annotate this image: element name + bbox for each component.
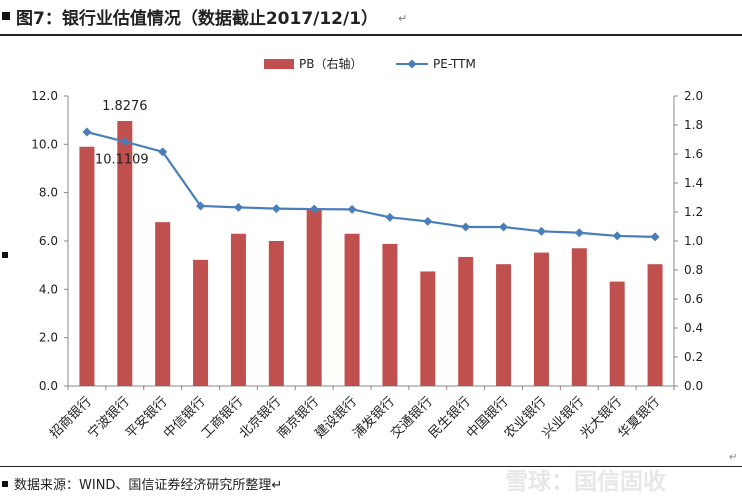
pe-ttm-point bbox=[536, 226, 546, 236]
pb-bar bbox=[533, 252, 549, 386]
pe-ttm-point bbox=[309, 204, 319, 214]
source-note: 数据来源：WIND、国信证券经济研究所整理↵ bbox=[14, 478, 283, 493]
pb-bar bbox=[571, 248, 587, 386]
legend-pb-swatch bbox=[264, 59, 294, 69]
bank-valuation-chart: 0.0 2.0 4.0 6.0 8.0 10.0 12.0 0.0 0.2 0.4 0.6 0.8 1.… bbox=[31, 56, 703, 442]
right-axis-tick-label: 1.2 bbox=[684, 205, 703, 219]
pe-ttm-point bbox=[196, 201, 206, 211]
corner-return-mark-icon: ↵ bbox=[729, 452, 738, 463]
pb-bar bbox=[268, 241, 284, 386]
pe-ttm-point bbox=[120, 137, 130, 147]
pb-bar bbox=[79, 146, 95, 386]
pe-ttm-point bbox=[650, 232, 660, 242]
watermark: 雪球：国信固收 bbox=[505, 469, 666, 495]
pb-bar bbox=[230, 233, 246, 386]
left-axis-tick-label: 6.0 bbox=[39, 234, 58, 248]
pb-bar bbox=[496, 264, 512, 386]
pb-bar bbox=[117, 120, 133, 387]
title-divider bbox=[0, 34, 742, 36]
footer-divider bbox=[0, 466, 742, 467]
pb-bar bbox=[193, 259, 209, 386]
legend-pe-ttm-marker bbox=[407, 59, 417, 69]
pe-ttm-point bbox=[233, 202, 243, 212]
left-axis-tick-label: 8.0 bbox=[39, 186, 58, 200]
pe-ttm-point bbox=[82, 127, 92, 137]
figure-title: 图7：银行业估值情况（数据截止2017/12/1） bbox=[16, 9, 379, 29]
pb-bar bbox=[382, 243, 398, 386]
right-axis-tick-label: 0.0 bbox=[684, 379, 703, 393]
pe-ttm-point bbox=[271, 204, 281, 214]
pb-bar bbox=[306, 209, 322, 386]
left-axis-tick-label: 2.0 bbox=[39, 331, 58, 345]
pe-ttm-point bbox=[158, 147, 168, 157]
pb-data-label: 1.8276 bbox=[102, 99, 148, 114]
pb-bar bbox=[609, 281, 625, 386]
pe-ttm-point bbox=[423, 216, 433, 226]
left-axis-tick-label: 0.0 bbox=[39, 379, 58, 393]
category-label: 华夏银行 bbox=[616, 394, 663, 441]
left-axis-tick-label: 10.0 bbox=[31, 137, 58, 151]
left-axis-tick-label: 12.0 bbox=[31, 89, 58, 103]
right-axis-tick-label: 1.0 bbox=[684, 234, 703, 248]
right-axis-tick-label: 0.2 bbox=[684, 350, 703, 364]
figure-title-bar: 图7：银行业估值情况（数据截止2017/12/1） ↵ bbox=[0, 0, 742, 36]
pe-ttm-point bbox=[574, 228, 584, 238]
title-bullet-icon bbox=[2, 12, 10, 20]
pe-ttm-line bbox=[86, 130, 656, 238]
legend-pe-ttm-label: PE-TTM bbox=[433, 57, 476, 71]
right-axis-tick-label: 1.4 bbox=[684, 176, 703, 190]
right-axis-tick-label: 2.0 bbox=[684, 89, 703, 103]
legend-pb-label: PB（右轴） bbox=[299, 56, 362, 71]
pb-bar bbox=[155, 222, 171, 386]
right-axis-tick-label: 0.6 bbox=[684, 292, 703, 306]
footer-bullet-icon bbox=[2, 481, 8, 487]
return-mark-icon: ↵ bbox=[398, 12, 408, 25]
pe-ttm-point bbox=[347, 204, 357, 214]
pb-bar bbox=[647, 264, 663, 386]
pb-bar bbox=[344, 233, 360, 386]
side-bullet-icon bbox=[2, 252, 8, 258]
pe-ttm-point bbox=[461, 222, 471, 232]
pb-bar bbox=[420, 271, 436, 386]
pe-ttm-point bbox=[612, 231, 622, 241]
pe-ttm-point bbox=[499, 222, 509, 232]
right-axis-tick-label: 1.8 bbox=[684, 118, 703, 132]
pe-ttm-point bbox=[385, 212, 395, 222]
right-axis-tick-label: 1.6 bbox=[684, 147, 703, 161]
pe-ttm-data-label: 10.1109 bbox=[95, 153, 149, 168]
right-axis-tick-label: 0.4 bbox=[684, 321, 703, 335]
left-axis-tick-label: 4.0 bbox=[39, 282, 58, 296]
pb-bar bbox=[458, 256, 474, 386]
right-axis-tick-label: 0.8 bbox=[684, 263, 703, 277]
